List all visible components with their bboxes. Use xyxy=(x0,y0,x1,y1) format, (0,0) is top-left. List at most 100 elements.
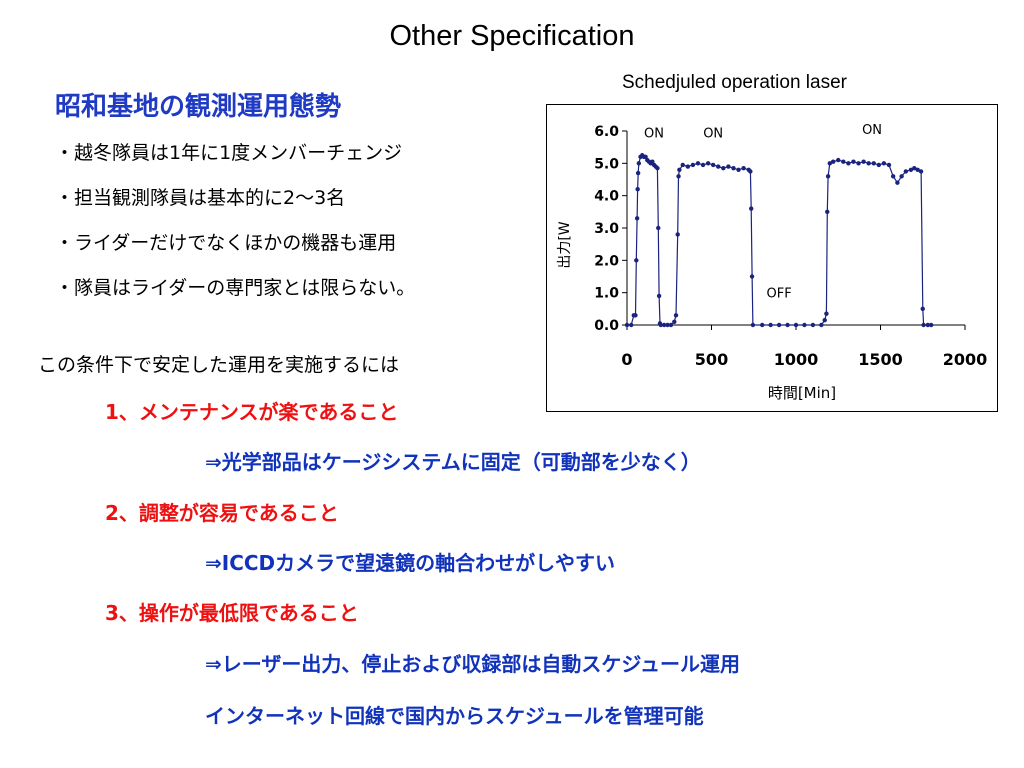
annotation-label: ON xyxy=(644,126,664,141)
data-point xyxy=(672,319,677,324)
data-point xyxy=(825,174,831,179)
data-point xyxy=(846,161,851,166)
data-point xyxy=(856,161,861,166)
data-point xyxy=(710,162,716,168)
requirement-1: 1、メンテナンスが楽であること xyxy=(105,400,399,424)
data-point xyxy=(736,167,741,172)
data-point xyxy=(624,322,630,328)
data-point xyxy=(668,322,674,328)
data-point xyxy=(656,225,661,231)
annotations: ON ON ON OFF xyxy=(644,123,882,301)
y-axis-label: 出力[W xyxy=(557,221,573,268)
x-tick-label: 500 xyxy=(695,350,728,369)
data-point xyxy=(912,165,917,171)
data-point xyxy=(768,322,773,328)
data-point xyxy=(776,322,782,328)
data-point xyxy=(822,317,827,323)
data-point xyxy=(760,322,765,328)
bullet-list: ・越冬隊員は1年に1度メンバーチェンジ ・担当観測隊員は基本的に2〜3名 ・ライ… xyxy=(55,138,415,318)
data-point xyxy=(634,258,639,263)
bullet-item: ・ライダーだけでなくほかの機器も運用 xyxy=(55,232,397,254)
data-point xyxy=(690,162,696,168)
bullet-item: ・担当観測隊員は基本的に2〜3名 xyxy=(55,187,346,209)
chart-frame: 0.0 1.0 2.0 3.0 4.0 5.0 6.0 0 500 1000 1500 2000 O… xyxy=(546,104,998,412)
annotation-label: OFF xyxy=(767,287,792,302)
x-axis: 0 500 1000 1500 2000 xyxy=(621,324,988,369)
data-point xyxy=(920,306,925,312)
data-point xyxy=(726,164,731,169)
y-tick-label: 4.0 xyxy=(594,189,619,205)
x-tick-label: 1000 xyxy=(774,350,819,369)
data-point xyxy=(680,162,685,168)
data-point xyxy=(802,322,807,328)
data-point xyxy=(643,154,648,160)
data-point xyxy=(655,165,660,171)
data-point xyxy=(716,164,721,169)
data-point xyxy=(685,164,691,169)
data-point xyxy=(749,206,754,211)
data-point xyxy=(750,322,756,328)
data-point xyxy=(705,161,711,166)
laser-output-chart: 0.0 1.0 2.0 3.0 4.0 5.0 6.0 0 500 1000 1500 2000 O… xyxy=(557,123,988,402)
data-point xyxy=(629,322,634,328)
data-point xyxy=(881,161,887,166)
data-point xyxy=(721,165,726,171)
data-point xyxy=(748,169,753,174)
data-point xyxy=(830,159,836,164)
data-point xyxy=(886,162,892,168)
data-point xyxy=(634,216,640,221)
annotation-label: ON xyxy=(862,123,882,138)
data-point xyxy=(871,161,876,166)
data-point xyxy=(876,162,882,168)
y-tick-label: 3.0 xyxy=(594,221,619,237)
data-point xyxy=(903,169,909,174)
data-point xyxy=(658,322,663,328)
bullet-item: ・越冬隊員は1年に1度メンバーチェンジ xyxy=(55,142,403,164)
data-point xyxy=(841,159,846,164)
x-tick-label: 2000 xyxy=(943,350,988,369)
data-point xyxy=(741,165,746,171)
data-point xyxy=(810,322,816,328)
requirement-3-detail-1: ⇒レーザー出力、停止および収録部は自動スケジュール運用 xyxy=(205,652,740,676)
data-point xyxy=(827,161,832,166)
requirement-2: 2、調整が容易であること xyxy=(105,501,339,525)
data-point xyxy=(635,170,641,176)
data-point xyxy=(731,165,736,171)
data-point xyxy=(899,174,904,179)
y-tick-label: 6.0 xyxy=(594,124,619,140)
subheading: 昭和基地の観測運用態勢 xyxy=(55,92,342,122)
requirement-2-detail: ⇒ICCDカメラで望遠鏡の軸合わせがしやすい xyxy=(205,551,615,575)
data-point xyxy=(890,174,896,179)
y-tick-label: 2.0 xyxy=(594,253,619,269)
data-point xyxy=(915,167,920,172)
y-tick-label: 5.0 xyxy=(594,156,619,172)
data-point xyxy=(793,322,799,328)
data-point xyxy=(749,274,755,279)
data-point xyxy=(650,159,655,164)
data-point xyxy=(673,313,679,318)
x-axis-label: 時間[Min] xyxy=(768,384,836,402)
data-point xyxy=(700,162,706,168)
requirement-3: 3、操作が最低限であること xyxy=(105,601,359,625)
x-tick-label: 1500 xyxy=(858,350,903,369)
data-point xyxy=(676,174,681,179)
data-point xyxy=(866,161,871,166)
requirement-3-detail-2: インターネット回線で国内からスケジュールを管理可能 xyxy=(205,704,704,728)
data-point xyxy=(695,161,701,166)
data-point xyxy=(636,161,642,166)
y-tick-label: 1.0 xyxy=(594,286,619,302)
y-axis: 0.0 1.0 2.0 3.0 4.0 5.0 6.0 xyxy=(594,124,628,334)
data-point xyxy=(819,322,824,328)
data-point xyxy=(836,157,841,163)
x-tick-label: 0 xyxy=(621,350,632,369)
data-point xyxy=(824,311,829,316)
data-point xyxy=(908,167,914,172)
data-point xyxy=(677,167,682,172)
data-point xyxy=(675,232,680,237)
condition-text: この条件下で安定した運用を実施するには xyxy=(38,354,400,376)
data-point xyxy=(825,209,830,215)
data-point xyxy=(656,293,662,299)
data-series xyxy=(624,153,934,328)
data-point xyxy=(785,322,790,328)
data-point xyxy=(929,322,934,328)
